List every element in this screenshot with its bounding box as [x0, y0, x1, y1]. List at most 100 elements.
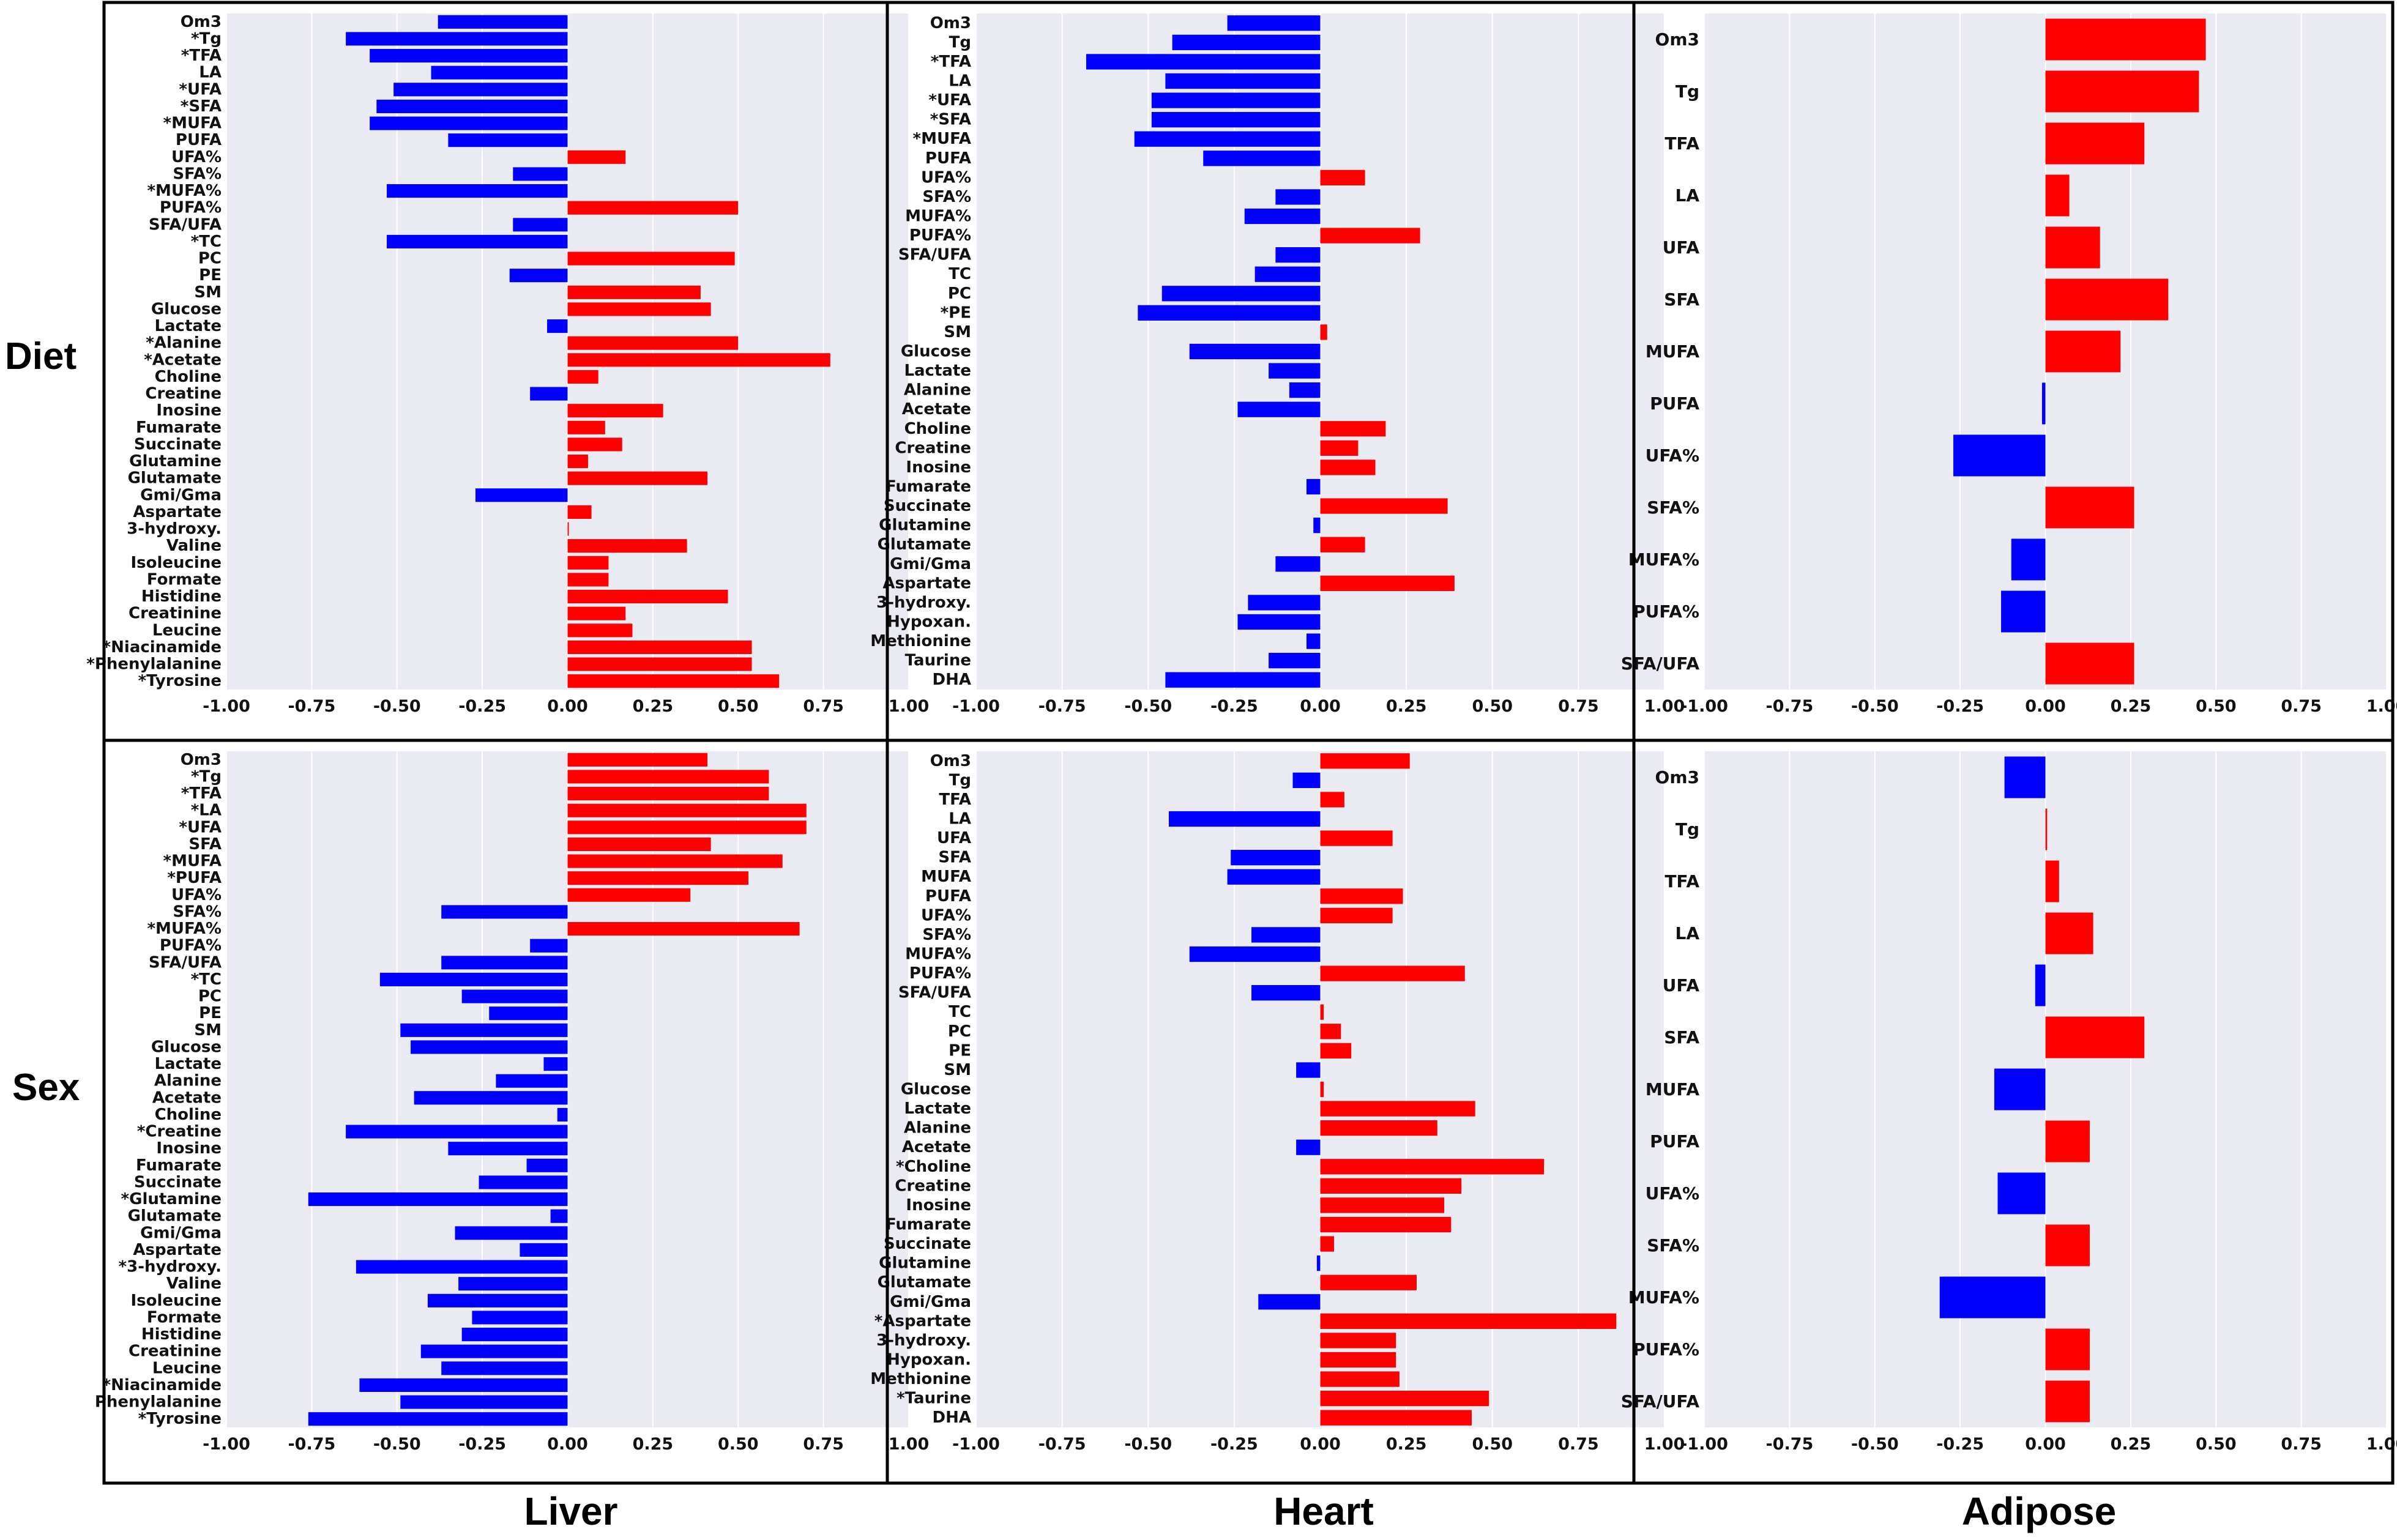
x-tick-label: -1.00 [1680, 697, 1728, 716]
bar-phenylalanine [567, 657, 752, 671]
category-label: Lactate [154, 317, 222, 335]
category-label: Tg [1676, 81, 1699, 102]
bar-acetate [1237, 401, 1321, 417]
bar-creatinine [420, 1344, 568, 1358]
category-label: PUFA% [1633, 601, 1699, 622]
bar-glutamate [1320, 537, 1365, 552]
bar-sfa-ufa [1251, 985, 1321, 1001]
bar-tfa [1086, 54, 1321, 70]
bar-dha [1165, 672, 1321, 688]
bar-alanine [496, 1074, 568, 1088]
category-label: TFA [1664, 871, 1699, 891]
bar-glutamine [1313, 518, 1321, 534]
bar-pc [1320, 1024, 1341, 1040]
bar-tg [2045, 808, 2048, 850]
bar-tg [1172, 34, 1321, 50]
category-label: Fumarate [136, 418, 222, 437]
bar-pufa [2045, 1120, 2090, 1162]
category-label: Glucose [151, 1038, 222, 1056]
category-label: Glutamine [879, 1254, 971, 1273]
bar-ufa [567, 888, 691, 902]
bar-acetate [414, 1091, 568, 1105]
bar-alanine [567, 336, 739, 350]
column-label-heart: Heart [1273, 1489, 1374, 1533]
category-label: *SFA [181, 97, 222, 116]
bar-sfa [2045, 1016, 2145, 1058]
bar-sm [1320, 324, 1327, 340]
bar-choline [1320, 1159, 1545, 1175]
bar-methionine [1320, 1371, 1400, 1387]
category-label: PC [198, 988, 222, 1006]
category-label: Fumarate [885, 1216, 971, 1234]
category-label: SM [194, 283, 222, 302]
bar-succinate [1320, 498, 1448, 514]
bar-om3 [2004, 756, 2046, 798]
bar-formate [567, 573, 609, 587]
category-label: Leucine [152, 1359, 222, 1377]
category-label: *MUFA [163, 114, 222, 133]
bar-pc [567, 251, 735, 266]
bar-tg [346, 32, 568, 46]
category-label: PUFA [925, 887, 971, 906]
row-label-diet: Diet [5, 335, 76, 378]
category-label: PUFA [176, 131, 222, 149]
bar-gmi-gma [1275, 556, 1321, 572]
category-label: SFA [188, 835, 222, 854]
chart-sex-heart: -1.00 -0.75 -0.50 -0.25 0.00 0.25 0.50 0.75 1.00… [870, 751, 1685, 1454]
bar-mufa [567, 922, 800, 936]
bar-pufa [2001, 590, 2046, 633]
category-label: Tg [1676, 819, 1699, 839]
category-label: TC [949, 265, 971, 283]
bar-lactate [1320, 1101, 1475, 1117]
category-label: *LA [191, 802, 222, 820]
bar-leucine [567, 623, 633, 638]
bar-mufa [1189, 946, 1321, 962]
x-tick-label: 0.75 [1558, 697, 1599, 716]
bar-pufa [530, 939, 568, 953]
bar-sfa [567, 837, 711, 851]
category-label: PUFA% [160, 937, 222, 955]
category-label: *Tg [191, 29, 222, 48]
category-label: Succinate [884, 497, 971, 515]
bar-glutamate [1320, 1274, 1417, 1290]
category-label: MUFA% [905, 207, 971, 226]
bar-la [1165, 73, 1321, 89]
chart-sex-liver: -1.00 -0.75 -0.50 -0.25 0.00 0.25 0.50 0.75 1.00… [95, 751, 929, 1454]
category-label: Gmi/Gma [890, 555, 971, 573]
x-tick-label: -1.00 [952, 1435, 1000, 1454]
category-label: Glucose [901, 1081, 971, 1099]
category-label: MUFA [921, 868, 971, 886]
category-label: *PE [941, 303, 971, 322]
x-tick-label: -0.25 [458, 1435, 506, 1454]
bar-fumarate [526, 1158, 568, 1172]
bar-sfa [1231, 850, 1321, 866]
category-label: PUFA% [909, 964, 971, 983]
category-label: Glutamate [128, 469, 222, 488]
bar-tg [567, 770, 769, 784]
category-label: Creatinine [129, 1342, 222, 1361]
category-label: Succinate [134, 1173, 222, 1191]
x-tick-label: -1.00 [952, 697, 1000, 716]
bar-pc [461, 989, 568, 1003]
bar-la [2045, 174, 2070, 217]
category-label: Fumarate [136, 1156, 222, 1175]
x-tick-label: -0.75 [1765, 1435, 1813, 1454]
category-label: DHA [933, 671, 971, 689]
category-label: *Phenylalanine [86, 655, 222, 674]
bar-mufa [1227, 869, 1321, 885]
category-label: Inosine [906, 458, 971, 477]
category-label: PUFA% [1633, 1339, 1699, 1360]
panel-frames [102, 1, 2395, 1485]
category-label: UFA% [171, 886, 222, 904]
category-label: Fumarate [885, 478, 971, 496]
bar-sfa-ufa [441, 956, 568, 970]
category-label: *MUFA% [147, 920, 222, 938]
category-label: SFA% [173, 165, 222, 183]
category-label: *UFA [179, 80, 222, 99]
category-label: Glutamate [878, 535, 971, 554]
x-tick-label: 0.00 [547, 697, 588, 716]
bar-histidine [461, 1328, 568, 1342]
x-tick-label: 1.00 [889, 1435, 930, 1454]
category-label: *Niacinamide [103, 638, 222, 657]
bar-mufa [1994, 1068, 2046, 1110]
